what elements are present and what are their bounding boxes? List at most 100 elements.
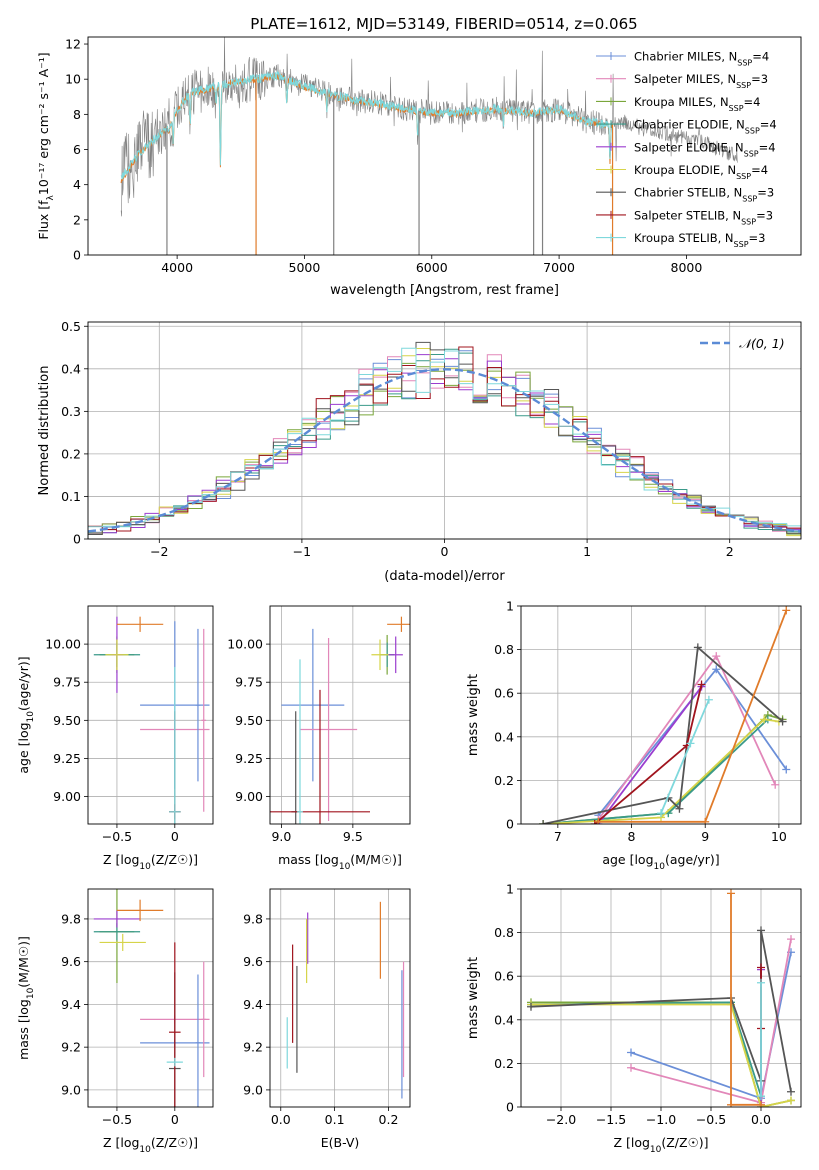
x-tick-label: 0.2	[379, 1112, 399, 1127]
plot-area	[527, 889, 795, 1107]
weight-marker	[627, 1063, 635, 1072]
y-tick-label: 9.25	[235, 751, 263, 766]
errorbar-point	[297, 659, 303, 824]
weight-line	[531, 1003, 792, 1107]
plot-area	[88, 341, 801, 539]
x-tick-label: 0.1	[325, 1112, 345, 1127]
y-tick-label: 0	[506, 1100, 514, 1115]
panel-massweight_vs_age: 7 8 9 10 0 0.2 0.4 0.6 0.8 1 age [log10(age/yr)] ma…	[466, 599, 802, 872]
legend-entry: Chabrier ELODIE, NSSP=4	[634, 118, 777, 136]
errorbar-point	[93, 910, 141, 928]
panel-age_vs_mass: 9.0 9.5 9.00 9.25 9.50 9.75 10.00 mass [log10(M…	[227, 605, 411, 872]
legend-entry: Kroupa ELODIE, NSSP=4	[634, 163, 768, 181]
plot-area	[93, 889, 210, 1107]
y-tick-label: 9.00	[53, 789, 81, 804]
y-tick-label: 0.4	[61, 361, 81, 376]
weight-marker	[771, 780, 780, 789]
weight-marker	[727, 1100, 735, 1107]
x-axis-label: mass [log10(M/M☉)]	[278, 852, 402, 872]
gaussian-curve	[88, 368, 801, 533]
weight-marker	[701, 817, 710, 824]
weight-marker	[782, 765, 791, 774]
y-tick-label: 10.00	[45, 637, 81, 652]
x-tick-label: −2.0	[546, 1112, 576, 1127]
histogram-step	[88, 347, 801, 536]
weight-marker	[787, 1087, 795, 1096]
legend-entry: Salpeter ELODIE, NSSP=4	[634, 140, 776, 158]
x-tick-label: 8000	[671, 260, 703, 275]
errorbar-point	[388, 636, 403, 674]
y-tick-label: 9.75	[53, 675, 81, 690]
x-tick-label: −1.5	[596, 1112, 626, 1127]
x-tick-label: 9.5	[343, 829, 363, 844]
y-axis-label: mass weight	[466, 957, 481, 1039]
panel-residuals: −2 −1 0 1 2 0 0.1 0.2 0.3 0.4 0.5 (data-model)/erro…	[37, 319, 802, 584]
x-tick-label: 0	[171, 1112, 179, 1127]
weight-marker	[712, 652, 721, 661]
x-tick-label: 0.0	[751, 1112, 771, 1127]
weight-marker	[760, 715, 769, 724]
weight-marker	[675, 804, 684, 813]
errorbar-point	[169, 942, 181, 1107]
x-axis-label: wavelength [Angstrom, rest frame]	[330, 283, 559, 298]
y-tick-label: 9.50	[53, 713, 81, 728]
axes-frame	[87, 888, 214, 1108]
x-tick-label: 1	[583, 544, 591, 559]
plot-area	[93, 616, 210, 824]
x-tick-label: 2	[726, 544, 734, 559]
errorbar-point	[387, 616, 410, 632]
legend-entry: Kroupa MILES, NSSP=4	[634, 95, 760, 113]
weight-marker	[594, 817, 603, 824]
y-tick-label: 9.4	[243, 997, 263, 1012]
x-tick-label: −0.5	[102, 829, 132, 844]
y-tick-label: 9.25	[53, 751, 81, 766]
errorbar-point	[116, 899, 164, 922]
panel-mass_vs_ebv: 0.0 0.1 0.2 9.0 9.2 9.4 9.6 9.8 E(B-V)	[243, 888, 411, 1150]
axes-frame	[269, 605, 411, 825]
weight-marker	[712, 665, 721, 674]
legend-entry: Kroupa STELIB, NSSP=3	[634, 231, 765, 249]
errorbar-point	[105, 639, 129, 671]
weight-marker	[697, 680, 706, 689]
x-tick-label: 0	[441, 544, 449, 559]
y-axis-label: mass [log10(M/M☉)]	[16, 936, 36, 1060]
x-tick-label: 10	[771, 829, 787, 844]
y-tick-label: 6	[73, 142, 81, 157]
axes-frame	[269, 888, 411, 1108]
x-tick-label: 4000	[161, 260, 193, 275]
panel-mass_vs_Z: −0.5 0 9.0 9.2 9.4 9.6 9.8 Z [log10(Z/Z☉)] mass …	[16, 888, 214, 1155]
errorbar-point	[201, 961, 207, 1078]
weight-marker	[539, 820, 548, 824]
weight-marker	[627, 1048, 635, 1057]
x-axis-label: Z [log10(Z/Z☉)]	[103, 1135, 198, 1155]
x-tick-label: −1.0	[646, 1112, 676, 1127]
plot-area	[270, 616, 410, 824]
y-axis-label: Normed distribution	[37, 366, 52, 496]
y-tick-label: 4	[73, 177, 81, 192]
y-tick-label: 9.0	[61, 1082, 81, 1097]
x-tick-label: 7	[554, 829, 562, 844]
y-tick-label: 9.6	[243, 954, 263, 969]
y-tick-label: 0	[73, 532, 81, 547]
y-tick-label: 0.8	[494, 642, 514, 657]
x-axis-label: E(B-V)	[321, 1135, 360, 1150]
errorbar-point	[201, 628, 207, 812]
errorbar-point	[116, 616, 164, 632]
x-tick-label: 5000	[289, 260, 321, 275]
y-tick-label: 0.2	[494, 773, 514, 788]
errorbar-point	[195, 974, 201, 1107]
figure-title: PLATE=1612, MJD=53149, FIBERID=0514, z=0…	[250, 15, 637, 33]
weight-marker	[686, 739, 695, 748]
x-tick-label: −0.5	[696, 1112, 726, 1127]
y-tick-label: 0.6	[494, 969, 514, 984]
errorbar-point	[270, 689, 370, 824]
x-tick-label: −2	[150, 544, 168, 559]
x-tick-label: 9.0	[271, 829, 291, 844]
weight-marker	[778, 717, 787, 726]
x-tick-label: −1	[293, 544, 311, 559]
weight-line	[730, 893, 761, 1106]
x-tick-label: 0	[171, 829, 179, 844]
y-tick-label: 9.00	[235, 789, 263, 804]
y-tick-label: 0.2	[61, 446, 81, 461]
plot-area	[120, 37, 738, 255]
